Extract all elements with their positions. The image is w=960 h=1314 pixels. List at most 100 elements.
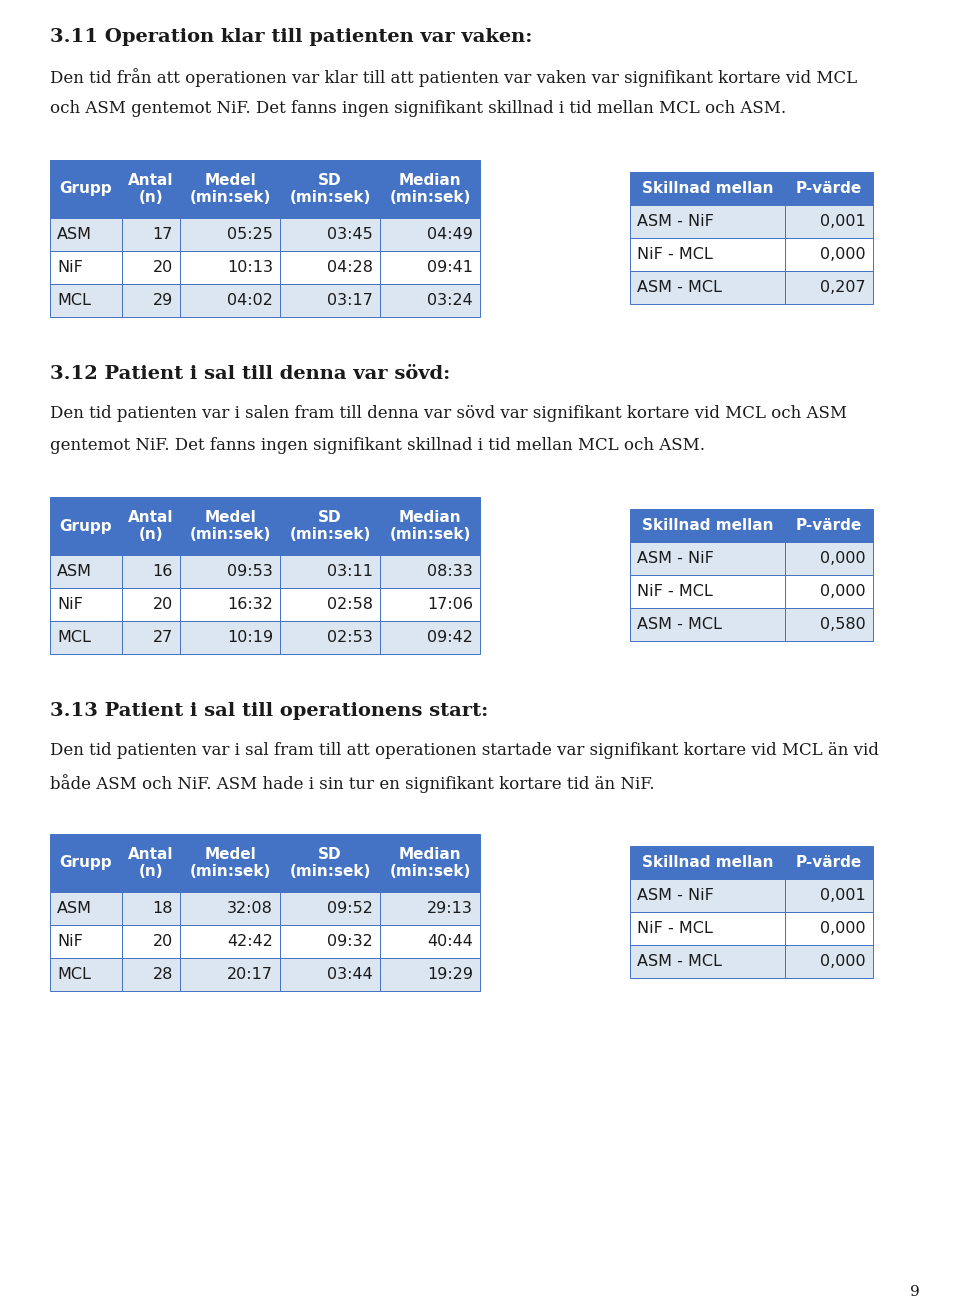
Bar <box>380 925 480 958</box>
Text: Den tid från att operationen var klar till att patienten var vaken var signifika: Den tid från att operationen var klar ti… <box>50 68 857 87</box>
Text: 04:02: 04:02 <box>228 293 273 307</box>
Text: Antal
(n): Antal (n) <box>129 846 174 879</box>
Text: 0,207: 0,207 <box>821 280 866 296</box>
Text: 03:11: 03:11 <box>327 564 373 579</box>
Text: Skillnad mellan: Skillnad mellan <box>641 181 773 196</box>
Text: 9: 9 <box>910 1285 920 1300</box>
Bar <box>785 912 873 945</box>
Text: 0,001: 0,001 <box>820 888 866 903</box>
Bar <box>280 925 380 958</box>
Text: 40:44: 40:44 <box>427 934 473 949</box>
Bar <box>50 284 122 317</box>
Bar <box>122 160 180 218</box>
Text: 3.12 Patient i sal till denna var sövd:: 3.12 Patient i sal till denna var sövd: <box>50 365 450 382</box>
Bar <box>380 622 480 654</box>
Text: MCL: MCL <box>57 967 91 982</box>
Text: 20: 20 <box>153 934 173 949</box>
Text: 03:24: 03:24 <box>427 293 473 307</box>
Text: Skillnad mellan: Skillnad mellan <box>641 855 773 870</box>
Bar <box>785 172 873 205</box>
Bar <box>785 271 873 304</box>
Text: SD
(min:sek): SD (min:sek) <box>289 846 371 879</box>
Text: 20: 20 <box>153 597 173 612</box>
Bar <box>785 576 873 608</box>
Text: NiF: NiF <box>57 260 83 275</box>
Text: 04:28: 04:28 <box>327 260 373 275</box>
Text: NiF - MCL: NiF - MCL <box>637 921 712 936</box>
Text: NiF - MCL: NiF - MCL <box>637 583 712 599</box>
Bar <box>380 958 480 991</box>
Bar <box>280 284 380 317</box>
Bar <box>50 892 122 925</box>
Text: Den tid patienten var i salen fram till denna var sövd var signifikant kortare v: Den tid patienten var i salen fram till … <box>50 405 847 422</box>
Text: 20: 20 <box>153 260 173 275</box>
Bar <box>785 205 873 238</box>
Bar <box>380 218 480 251</box>
Text: Medel
(min:sek): Medel (min:sek) <box>189 173 271 205</box>
Text: och ASM gentemot NiF. Det fanns ingen signifikant skillnad i tid mellan MCL och : och ASM gentemot NiF. Det fanns ingen si… <box>50 100 786 117</box>
Bar <box>122 925 180 958</box>
Bar <box>122 497 180 555</box>
Bar <box>180 622 280 654</box>
Bar <box>50 555 122 587</box>
Text: Grupp: Grupp <box>60 181 112 197</box>
Text: 42:42: 42:42 <box>228 934 273 949</box>
Text: 0,000: 0,000 <box>821 954 866 968</box>
Text: P-värde: P-värde <box>796 855 862 870</box>
Bar <box>630 576 785 608</box>
Text: 3.13 Patient i sal till operationens start:: 3.13 Patient i sal till operationens sta… <box>50 702 489 720</box>
Text: 17: 17 <box>153 227 173 242</box>
Bar <box>280 251 380 284</box>
Bar <box>785 945 873 978</box>
Text: ASM - NiF: ASM - NiF <box>637 888 714 903</box>
Text: 19:29: 19:29 <box>427 967 473 982</box>
Bar <box>630 238 785 271</box>
Bar <box>50 497 122 555</box>
Bar <box>280 497 380 555</box>
Bar <box>630 846 785 879</box>
Bar <box>785 541 873 576</box>
Bar <box>50 834 122 892</box>
Bar <box>280 892 380 925</box>
Text: ASM - MCL: ASM - MCL <box>637 954 722 968</box>
Text: 03:45: 03:45 <box>327 227 373 242</box>
Bar <box>630 945 785 978</box>
Text: 17:06: 17:06 <box>427 597 473 612</box>
Bar <box>180 160 280 218</box>
Text: MCL: MCL <box>57 293 91 307</box>
Bar <box>630 879 785 912</box>
Bar <box>180 497 280 555</box>
Bar <box>122 622 180 654</box>
Text: SD
(min:sek): SD (min:sek) <box>289 173 371 205</box>
Text: 09:42: 09:42 <box>427 629 473 645</box>
Bar <box>180 555 280 587</box>
Bar <box>280 218 380 251</box>
Bar <box>380 284 480 317</box>
Text: 09:52: 09:52 <box>327 901 373 916</box>
Bar <box>630 912 785 945</box>
Bar <box>122 892 180 925</box>
Bar <box>785 879 873 912</box>
Text: 10:13: 10:13 <box>227 260 273 275</box>
Bar <box>380 160 480 218</box>
Text: Den tid patienten var i sal fram till att operationen startade var signifikant k: Den tid patienten var i sal fram till at… <box>50 742 878 759</box>
Bar <box>180 218 280 251</box>
Bar <box>50 622 122 654</box>
Bar <box>380 555 480 587</box>
Text: 20:17: 20:17 <box>227 967 273 982</box>
Text: ASM - NiF: ASM - NiF <box>637 551 714 566</box>
Text: Medel
(min:sek): Medel (min:sek) <box>189 846 271 879</box>
Text: 28: 28 <box>153 967 173 982</box>
Text: 0,000: 0,000 <box>821 921 866 936</box>
Bar <box>280 555 380 587</box>
Text: 02:58: 02:58 <box>327 597 373 612</box>
Text: ASM - NiF: ASM - NiF <box>637 214 714 229</box>
Text: 03:17: 03:17 <box>327 293 373 307</box>
Bar <box>380 834 480 892</box>
Bar <box>50 251 122 284</box>
Text: P-värde: P-värde <box>796 181 862 196</box>
Bar <box>122 834 180 892</box>
Text: Median
(min:sek): Median (min:sek) <box>390 510 470 543</box>
Bar <box>122 251 180 284</box>
Bar <box>180 925 280 958</box>
